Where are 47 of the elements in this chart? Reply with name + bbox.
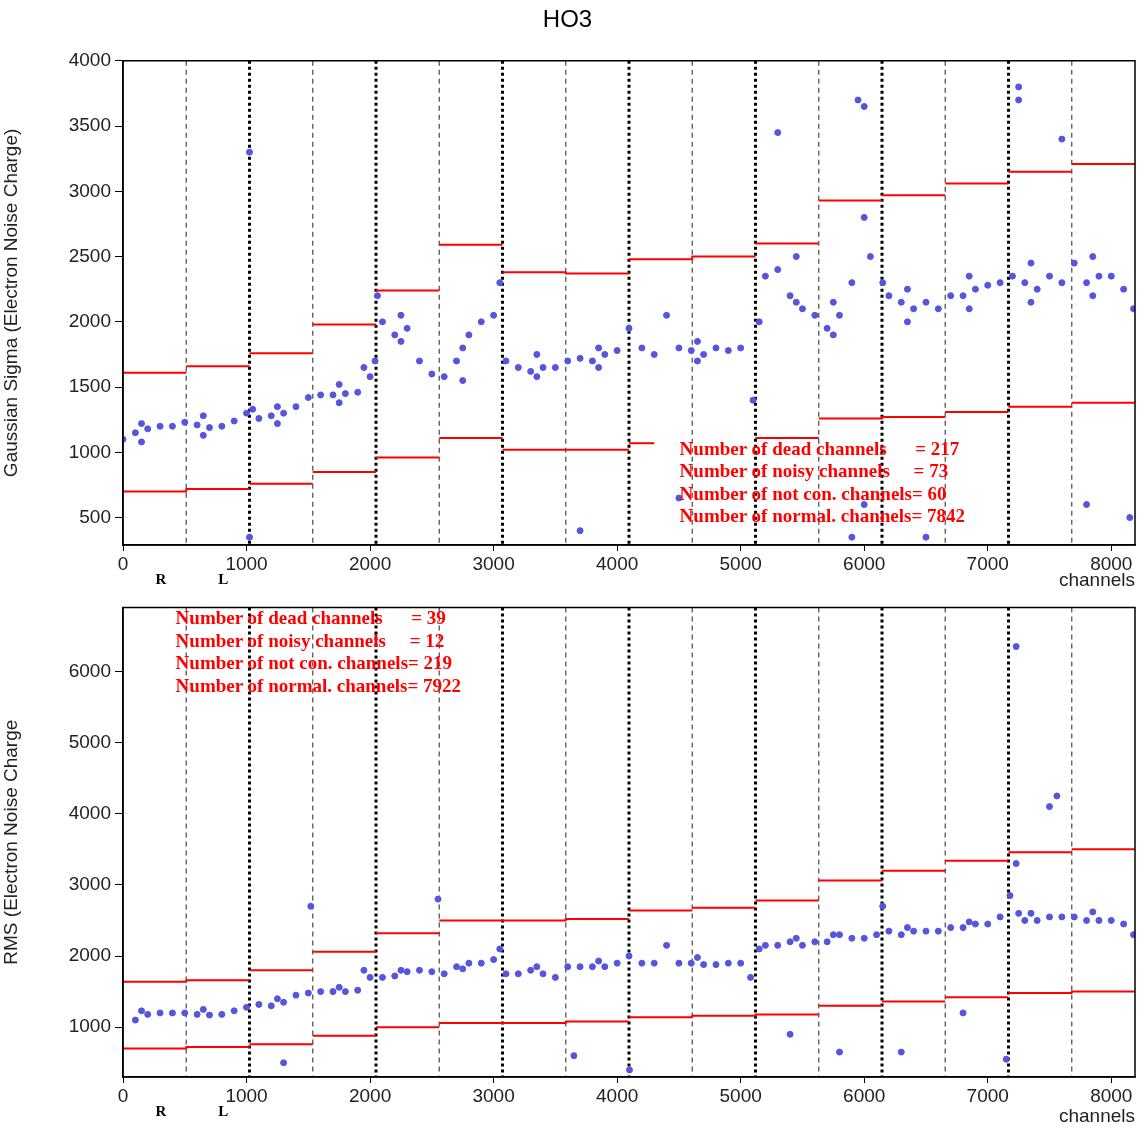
text: L	[218, 571, 229, 588]
x-tick-label: 3000	[472, 552, 515, 574]
chart-title: HO3	[542, 5, 593, 33]
y-tick-label: 2500	[68, 244, 111, 266]
x-axis-title: channels	[1058, 1104, 1135, 1126]
x-tick-label: 0	[117, 1084, 129, 1106]
x-tick-label: 4000	[596, 552, 639, 574]
x-tick-label: 7000	[966, 1084, 1009, 1106]
x-tick-label: 2000	[348, 552, 392, 574]
y-tick-label: 1000	[68, 1015, 111, 1037]
x-tick-label: 4000	[596, 1084, 639, 1106]
x-tick-label: 5000	[719, 1084, 762, 1106]
annotation: Number of not con. channels= 60	[679, 482, 947, 504]
annotation: Number of dead channels = 39	[175, 607, 446, 629]
annotation: Number of noisy channels = 73	[679, 460, 949, 482]
x-tick-label: 7000	[966, 552, 1009, 574]
x-tick-label: 5000	[719, 552, 762, 574]
text: L	[218, 1103, 229, 1120]
x-tick-label: 8000	[1090, 552, 1133, 574]
text: R	[155, 1103, 167, 1120]
x-tick-label: 2000	[348, 1084, 392, 1106]
annotation: Number of normal. channels= 7922	[175, 674, 462, 696]
y-tick-label: 6000	[68, 659, 111, 681]
y-tick-label: 3500	[68, 114, 111, 136]
x-tick-label: 6000	[843, 1084, 886, 1106]
y-axis-title: Gaussian Sigma (Electron Noise Charge)	[0, 128, 21, 478]
y-tick-label: 1000	[68, 440, 111, 462]
x-tick-label: 1000	[225, 1084, 268, 1106]
y-tick-label: 3000	[68, 179, 111, 201]
annotation: Number of normal. channels= 7842	[679, 505, 966, 527]
x-tick-label: 8000	[1090, 1084, 1133, 1106]
y-tick-label: 4000	[68, 49, 111, 71]
y-axis-title: RMS (Electron Noise Charge	[0, 719, 21, 965]
y-tick-label: 2000	[68, 310, 111, 332]
x-tick-label: 0	[117, 552, 129, 574]
x-tick-label: 3000	[472, 1084, 515, 1106]
annotation: Number of not con. channels= 219	[175, 652, 453, 674]
y-tick-label: 3000	[68, 873, 111, 895]
y-tick-label: 4000	[68, 801, 111, 823]
y-tick-label: 500	[79, 505, 111, 527]
text: R	[155, 571, 167, 588]
y-tick-label: 2000	[68, 944, 111, 966]
annotation: Number of noisy channels = 12	[175, 629, 445, 651]
x-tick-label: 6000	[843, 552, 886, 574]
x-tick-label: 1000	[225, 552, 268, 574]
y-tick-label: 5000	[68, 730, 111, 752]
y-tick-label: 1500	[68, 375, 111, 397]
